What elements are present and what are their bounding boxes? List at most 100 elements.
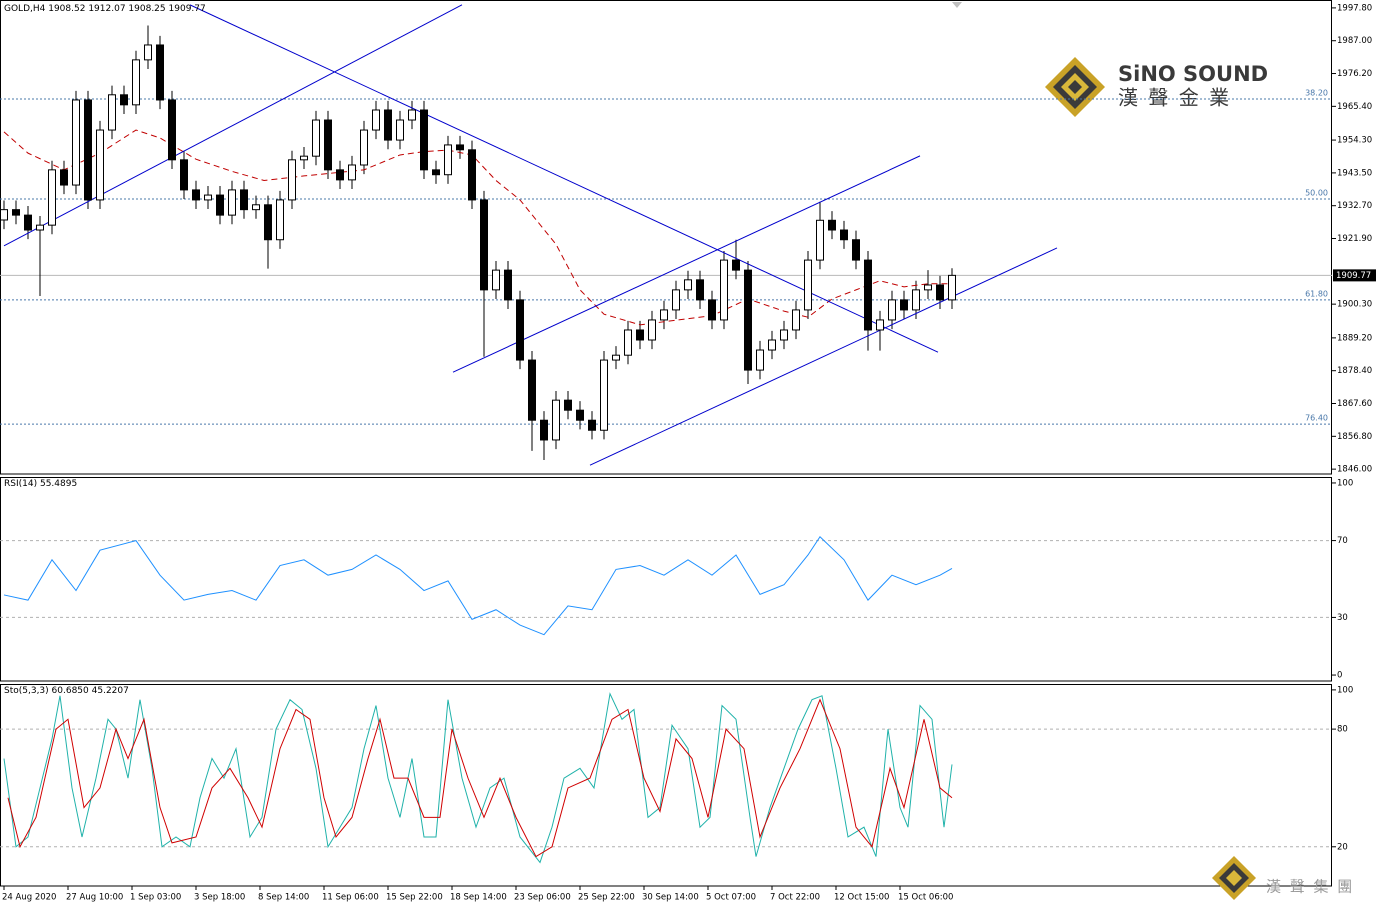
x-tick-label: 12 Oct 15:00 xyxy=(834,893,889,903)
y-tick-label: 20 xyxy=(1337,842,1348,852)
y-tick-label: 1943.50 xyxy=(1337,168,1372,178)
trend-line xyxy=(189,4,939,353)
candle-body xyxy=(180,159,188,191)
plot-area xyxy=(0,692,1332,864)
candle-body xyxy=(588,419,596,431)
candle-body xyxy=(696,279,704,301)
candle-body xyxy=(804,259,812,311)
candle-body xyxy=(156,44,164,101)
candle-body xyxy=(852,239,860,261)
candle-body xyxy=(636,329,644,341)
y-tick-label: 1846.00 xyxy=(1337,465,1372,475)
candle-body xyxy=(468,149,476,201)
candle-body xyxy=(756,349,764,371)
candle-body xyxy=(300,155,308,161)
trend-line xyxy=(3,4,463,247)
candle-body xyxy=(276,199,284,241)
y-tick-label: 1965.40 xyxy=(1337,102,1372,112)
plot-area xyxy=(0,535,1332,636)
x-tick-label: 11 Sep 06:00 xyxy=(322,893,379,903)
plot-area xyxy=(0,4,1332,466)
y-tick-label: 100 xyxy=(1337,478,1353,488)
moving-average xyxy=(3,129,952,326)
candle-body xyxy=(12,209,20,216)
shift-marker xyxy=(952,2,962,8)
candle-body xyxy=(924,284,932,291)
rsi-readout: RSI(14) 55.4895 xyxy=(4,479,77,489)
candle-body xyxy=(96,129,104,201)
candle-body xyxy=(624,329,632,356)
y-tick-label: 1954.30 xyxy=(1337,136,1372,146)
candle-body xyxy=(720,259,728,321)
candle-body xyxy=(936,284,944,301)
footer-brand: 漢 聲 集 團 xyxy=(1266,878,1354,896)
candle-body xyxy=(72,99,80,186)
candle-body xyxy=(360,129,368,166)
x-tick-label: 25 Sep 22:00 xyxy=(578,893,635,903)
candle-body xyxy=(432,169,440,176)
candle-body xyxy=(444,144,452,176)
y-tick-label: 1997.80 xyxy=(1337,3,1372,13)
candle-body xyxy=(204,194,212,201)
candle-body xyxy=(744,269,752,371)
candle-body xyxy=(372,109,380,131)
stoch-panel xyxy=(0,684,1332,887)
candle-body xyxy=(864,259,872,331)
y-tick-label: 70 xyxy=(1337,536,1348,546)
candle-body xyxy=(660,309,668,321)
candle-body xyxy=(828,219,836,231)
candle-body xyxy=(900,299,908,311)
candle-body xyxy=(552,399,560,441)
candle-body xyxy=(840,229,848,241)
candle-body xyxy=(576,409,584,421)
fibo-label: 50.00 xyxy=(1305,189,1328,198)
x-tick-label: 3 Sep 18:00 xyxy=(194,893,245,903)
candle-body xyxy=(396,119,404,141)
fibo-label: 61.80 xyxy=(1305,289,1328,298)
x-tick-label: 7 Oct 22:00 xyxy=(770,893,820,903)
candle-body xyxy=(144,44,152,61)
x-tick-label: 18 Sep 14:00 xyxy=(450,893,507,903)
candle-body xyxy=(420,109,428,171)
y-tick-label: 80 xyxy=(1337,725,1348,735)
candle-body xyxy=(492,269,500,291)
symbol: GOLD,H4 xyxy=(4,4,46,14)
candle-body xyxy=(504,269,512,301)
candle-body xyxy=(780,329,788,341)
brand: SiNO SOUND xyxy=(1118,62,1268,86)
candle-body xyxy=(348,164,356,181)
candle-body xyxy=(816,219,824,261)
trend-line xyxy=(452,155,921,373)
candle-body xyxy=(384,109,392,141)
candle-body xyxy=(312,119,320,157)
x-tick-label: 8 Sep 14:00 xyxy=(258,893,309,903)
close: 1909.77 xyxy=(168,4,206,14)
candle-body xyxy=(516,299,524,361)
candle-body xyxy=(0,209,8,221)
fibo-label: 38.20 xyxy=(1305,89,1328,98)
rsi-value: 55.4895 xyxy=(39,479,78,489)
last-price-label: 1909.77 xyxy=(1336,271,1371,281)
header: GOLD,H4 1908.52 1912.07 1908.25 1909.77 xyxy=(4,4,206,14)
indicator-line xyxy=(7,698,953,858)
candle-body xyxy=(948,274,956,301)
logo xyxy=(1045,57,1105,117)
y-tick-label: 30 xyxy=(1337,613,1348,623)
stoch-main: 60.6850 xyxy=(51,686,89,696)
candle-body xyxy=(528,359,536,421)
candle-body xyxy=(108,94,116,131)
footer-logo xyxy=(1212,856,1256,900)
candle-body xyxy=(324,119,332,171)
candle-body xyxy=(792,309,800,331)
low: 1908.25 xyxy=(128,4,166,14)
last-price-box xyxy=(1333,269,1376,282)
candle-body xyxy=(336,169,344,181)
candle-body xyxy=(888,299,896,321)
y-tick-label: 0 xyxy=(1337,671,1342,681)
rsi-title: RSI(14) xyxy=(4,479,38,489)
high: 1912.07 xyxy=(88,4,126,14)
stoch-title: Sto(5,3,3) xyxy=(4,686,49,696)
candle-body xyxy=(36,224,44,231)
indicator-line xyxy=(3,692,953,864)
candle-body xyxy=(684,279,692,291)
